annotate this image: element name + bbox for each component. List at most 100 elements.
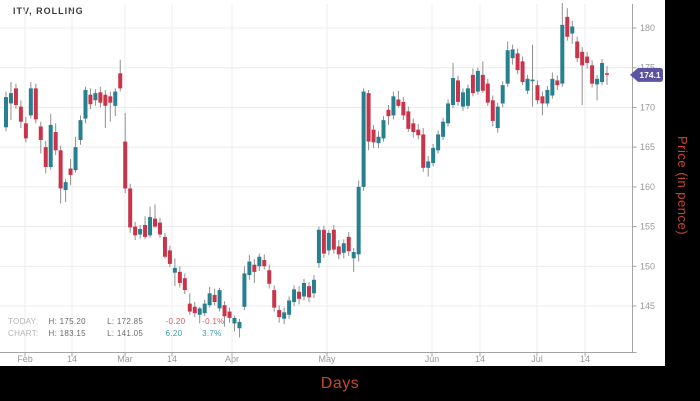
y-tick-label: 180: [640, 23, 655, 33]
candle-body-down: [167, 250, 172, 264]
candle-body-down: [515, 53, 520, 71]
candle-body-up: [247, 261, 252, 276]
candlestick-layer: [4, 2, 610, 338]
candle-body-down: [470, 74, 475, 94]
candle-body-down: [222, 305, 227, 317]
candle: [391, 91, 396, 120]
candle-body-up: [302, 282, 307, 297]
candle-body-down: [490, 100, 495, 121]
candle: [356, 180, 361, 262]
candle-body-down: [371, 129, 376, 143]
candle-body-down: [565, 16, 570, 37]
chart-change-pct: 3.7%: [202, 328, 222, 338]
candle-body-down: [346, 236, 351, 252]
y-tick-label: 165: [640, 142, 655, 152]
candle: [465, 84, 470, 110]
candle: [495, 102, 500, 133]
candle: [321, 225, 326, 258]
candlestick-chart[interactable]: Feb 14 Mar 14 Apr May Jun 14 Jul 14 180 175 170 165 16…: [0, 0, 664, 366]
today-high: H: 175.20: [48, 317, 86, 326]
candle-body-up: [287, 300, 292, 315]
candle: [153, 204, 158, 229]
candle: [207, 286, 212, 308]
x-tick-label: 14: [167, 354, 177, 364]
candle-body-up: [351, 251, 356, 259]
candle: [376, 131, 381, 148]
candle: [590, 60, 595, 88]
candle-body-down: [157, 222, 162, 235]
candle-body-down: [277, 309, 282, 318]
candle: [500, 81, 505, 108]
candle: [48, 113, 53, 170]
today-low: L: 172.85: [107, 317, 144, 326]
candle: [480, 61, 485, 94]
candle: [306, 282, 311, 303]
candle: [157, 217, 162, 238]
candle: [575, 36, 580, 63]
stats-overlay: TODAY: H: 175.20 L: 172.85 -0.20 -0.1% C…: [8, 316, 236, 339]
candle: [182, 273, 187, 295]
candle: [58, 145, 63, 204]
candle: [535, 80, 540, 105]
candle: [257, 253, 262, 272]
candle: [98, 86, 103, 108]
candle: [490, 95, 495, 127]
candle: [192, 302, 197, 318]
candle-body-up: [172, 267, 177, 273]
candle: [187, 293, 192, 315]
candle: [396, 90, 401, 108]
candle: [565, 8, 570, 41]
candle: [585, 51, 590, 69]
candle: [510, 44, 515, 65]
candle-body-down: [58, 150, 63, 189]
candle-body-up: [431, 147, 436, 164]
candle: [287, 296, 292, 319]
candle-body-down: [33, 88, 38, 120]
candle-body-down: [396, 99, 401, 106]
candle: [600, 58, 605, 86]
candle: [550, 72, 555, 99]
x-tick-label: Apr: [225, 354, 239, 364]
candle-body-up: [446, 103, 451, 124]
candle-body-up: [570, 26, 575, 34]
candle-body-up: [217, 290, 222, 309]
candle: [515, 48, 520, 75]
candle-body-up: [376, 136, 381, 144]
candle-body-down: [386, 109, 391, 117]
candle: [436, 130, 441, 154]
candle: [520, 56, 525, 86]
candle: [18, 100, 23, 129]
candle-body-down: [267, 270, 272, 284]
candle-body-up: [28, 88, 33, 116]
candle-body-down: [192, 306, 197, 314]
candle-body-up: [451, 78, 456, 106]
candle-body-down: [38, 126, 43, 140]
candle-body-down: [118, 73, 123, 89]
candle: [83, 86, 88, 124]
candle: [530, 44, 535, 107]
candle-body-up: [391, 96, 396, 116]
candle: [351, 248, 356, 272]
candle-body-up: [460, 92, 465, 107]
candle-body-down: [98, 92, 103, 103]
candle-body-up: [232, 317, 237, 324]
candle-body-down: [555, 80, 560, 86]
candle-body-up: [148, 217, 153, 236]
candle-body-down: [212, 294, 217, 303]
y-tick-label: 145: [640, 301, 655, 311]
candle: [128, 183, 133, 233]
candle: [262, 254, 267, 270]
y-axis-title: Price (in pence): [675, 135, 690, 236]
candle: [366, 89, 371, 151]
candle-body-up: [426, 161, 431, 168]
candle: [570, 20, 575, 44]
candle-body-down: [108, 96, 113, 103]
grid-layer: [0, 4, 633, 353]
y-tick-label: 175: [640, 63, 655, 73]
candle: [118, 59, 123, 92]
candle-body-up: [500, 85, 505, 104]
candle: [103, 89, 108, 129]
candle-body-up: [237, 321, 242, 329]
x-tick-label: 14: [475, 354, 485, 364]
candle-body-up: [550, 78, 555, 96]
